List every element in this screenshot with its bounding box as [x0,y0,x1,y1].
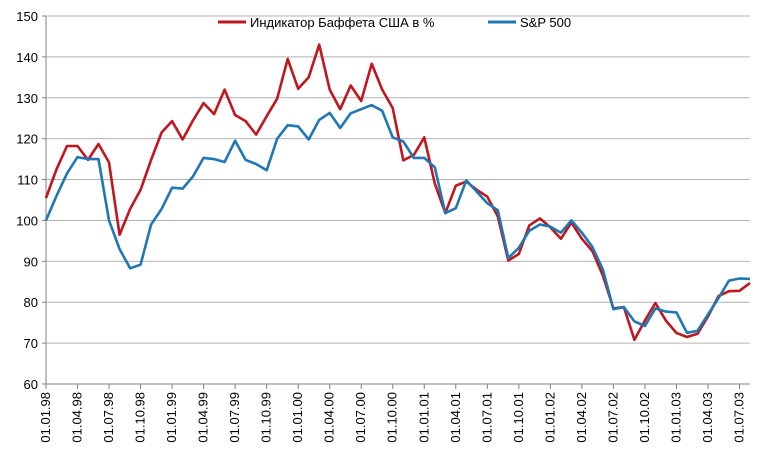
y-tick-label: 60 [24,377,38,392]
series-line-buffett-indicator [44,43,751,342]
axes: 60 70 80 90 100 110 120 130 140 150 01.01.98 01.04.… [16,9,750,443]
y-tick-label: 140 [16,50,38,65]
x-tick-label: 01.01.01 [416,392,431,443]
x-tick-label: 01.04.03 [700,392,715,443]
x-tick-label: 01.01.99 [164,392,179,443]
x-tick-label: 01.01.02 [542,392,557,443]
x-tick-label: 01.10.02 [637,392,652,443]
x-tick-label: 01.07.03 [731,392,746,443]
grid [46,15,750,344]
x-tick-label: 01.10.01 [511,392,526,443]
series [44,43,751,342]
x-tick-label: 01.10.99 [259,392,274,443]
y-tick-label: 150 [16,9,38,24]
x-tick-label: 01.07.00 [353,392,368,443]
legend-label: Индикатор Баффета США в % [250,15,435,30]
legend-label: S&P 500 [520,15,571,30]
y-tick-label: 130 [16,91,38,106]
x-tick-label: 01.07.02 [605,392,620,443]
y-tick-label: 80 [24,295,38,310]
x-tick-label: 01.04.00 [322,392,337,443]
x-tick-label: 01.10.98 [133,392,148,443]
y-tick-label: 110 [17,173,38,188]
x-tick-label: 01.07.01 [479,392,494,443]
series-line-sp500 [44,103,751,335]
y-tick-label: 70 [24,336,38,351]
x-tick-label: 01.07.99 [227,392,242,443]
legend: Индикатор Баффета США в % S&P 500 [218,15,571,30]
x-tick-label: 01.04.01 [448,392,463,443]
x-tick-label: 01.04.99 [196,392,211,443]
x-tick-label: 01.10.00 [385,392,400,443]
x-tick-label: 01.04.02 [574,392,589,443]
y-tick-label: 100 [16,213,38,228]
x-tick-label: 01.01.00 [290,392,305,443]
x-tick-label: 01.07.98 [101,392,116,443]
x-tick-label: 01.04.98 [70,392,85,443]
y-tick-label: 120 [16,132,38,147]
x-tick-label: 01.01.03 [668,392,683,443]
y-tick-label: 90 [24,254,38,269]
x-tick-label: 01.01.98 [38,392,53,443]
